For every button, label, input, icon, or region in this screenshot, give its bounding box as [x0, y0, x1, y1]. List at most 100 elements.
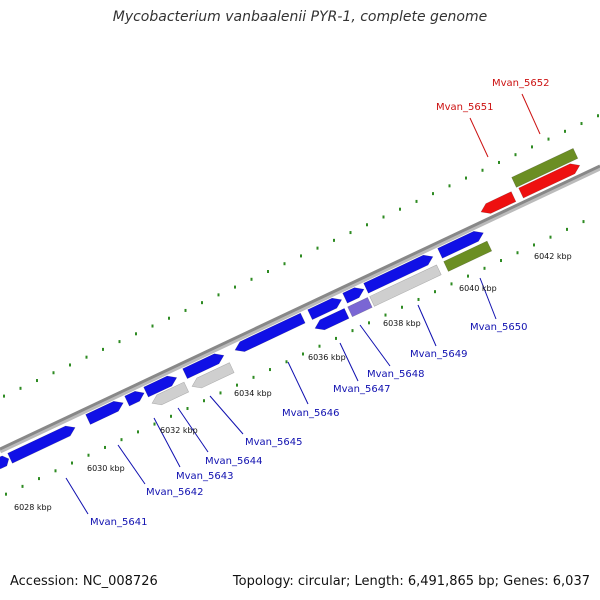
leader-line	[521, 93, 541, 135]
gene-feature-shape	[314, 308, 350, 331]
tick-mark	[514, 153, 517, 157]
gene-feature	[143, 375, 178, 398]
gene-feature-shape	[234, 312, 306, 352]
gene-feature-shape	[182, 353, 225, 379]
tick-mark	[184, 308, 187, 312]
backbone-line	[0, 164, 600, 451]
gene-label: Mvan_5641	[90, 517, 147, 528]
gene-label: Mvan_5645	[245, 437, 302, 448]
tick-mark	[269, 368, 271, 372]
gene-feature	[314, 308, 350, 331]
gene-feature-shape	[124, 390, 145, 407]
tick-mark	[168, 316, 170, 320]
leader-line	[417, 304, 437, 347]
leader-line	[65, 477, 89, 515]
green-feature-5652	[511, 148, 579, 188]
tick-mark	[54, 469, 57, 473]
gene-label: Mvan_5644	[205, 456, 262, 467]
tick-mark	[417, 297, 420, 301]
pseudo-feature	[151, 381, 190, 406]
tick-mark	[252, 375, 255, 379]
pseudo-feature	[191, 362, 235, 389]
tick-mark	[351, 329, 354, 333]
tick-mark	[267, 270, 269, 274]
leader-line	[339, 342, 359, 382]
tick-label: 6042 kbp	[534, 252, 572, 261]
tick-mark	[533, 243, 535, 247]
gene-feature	[124, 390, 145, 407]
tick-mark	[300, 254, 302, 258]
green-feature	[443, 240, 493, 272]
overlap-feature	[347, 297, 373, 318]
tick-mark	[102, 347, 104, 351]
tick-mark	[549, 235, 552, 239]
genome-info-text: Topology: circular; Length: 6,491,865 bp…	[232, 574, 590, 589]
leader-line	[287, 361, 309, 405]
tick-mark	[401, 305, 403, 309]
tick-mark	[151, 324, 154, 328]
tick-mark	[69, 363, 71, 367]
tick-mark	[335, 336, 337, 340]
tick-mark	[531, 145, 533, 149]
tick-mark	[186, 407, 189, 410]
inner-dot-track	[5, 220, 585, 496]
gene-label: Mvan_5648	[367, 369, 424, 380]
gene-label: Mvan_5646	[282, 408, 339, 419]
gene-feature-shape	[85, 400, 124, 425]
tick-mark	[349, 231, 352, 235]
tick-mark	[36, 379, 38, 383]
gene-labels: Mvan_5641 Mvan_5642 Mvan_5643 Mvan_5644 Mvan…	[90, 78, 549, 528]
tick-mark	[566, 227, 568, 231]
tick-mark	[234, 285, 236, 289]
backbone-shadow	[0, 165, 600, 454]
gene-feature	[0, 455, 10, 470]
gene-feature	[7, 425, 76, 464]
leader-line	[209, 395, 244, 435]
gene-label: Mvan_5651	[436, 102, 493, 113]
tick-mark	[87, 453, 90, 457]
tick-mark	[483, 266, 486, 270]
tick-mark	[302, 352, 304, 356]
tick-mark	[399, 207, 401, 211]
outer-dot-track	[3, 114, 599, 398]
tick-label: 6040 kbp	[459, 284, 497, 293]
tick-label: 6038 kbp	[383, 319, 421, 328]
tick-mark	[203, 399, 205, 403]
tick-mark	[118, 340, 121, 344]
tick-mark	[450, 282, 453, 286]
tick-mark	[481, 168, 484, 172]
tick-mark	[21, 484, 24, 488]
rna-feature-5652-shape	[518, 163, 581, 199]
tick-mark	[250, 277, 253, 281]
tick-mark	[316, 246, 319, 250]
tick-mark	[219, 391, 222, 395]
leader-line	[479, 277, 497, 320]
gene-label: Mvan_5649	[410, 349, 467, 360]
pseudo-feature-shape	[151, 381, 190, 406]
gene-feature	[85, 400, 124, 425]
overlap-feature-shape	[347, 297, 373, 318]
gene-label: Mvan_5652	[492, 78, 549, 89]
tick-mark	[467, 274, 469, 278]
tick-mark	[382, 215, 385, 219]
tick-mark	[120, 438, 123, 442]
tick-mark	[318, 344, 321, 348]
gene-feature-shape	[437, 231, 484, 259]
tick-mark	[516, 251, 519, 255]
tick-mark	[71, 461, 73, 465]
green-feature-5652-shape	[511, 148, 579, 188]
tick-label: 6030 kbp	[87, 464, 125, 473]
gene-label: Mvan_5642	[146, 487, 203, 498]
tick-mark	[366, 223, 368, 227]
tick-mark	[217, 293, 220, 297]
tick-label: 6028 kbp	[14, 503, 52, 512]
leader-line	[469, 117, 489, 158]
tick-mark	[5, 492, 7, 496]
rna-feature-5651-shape	[480, 191, 517, 214]
tick-mark	[547, 137, 550, 141]
map-title: Mycobacterium vanbaalenii PYR-1, complet…	[112, 9, 488, 25]
gene-label: Mvan_5647	[333, 384, 390, 395]
leader-line	[177, 407, 209, 453]
tick-mark	[135, 332, 137, 336]
